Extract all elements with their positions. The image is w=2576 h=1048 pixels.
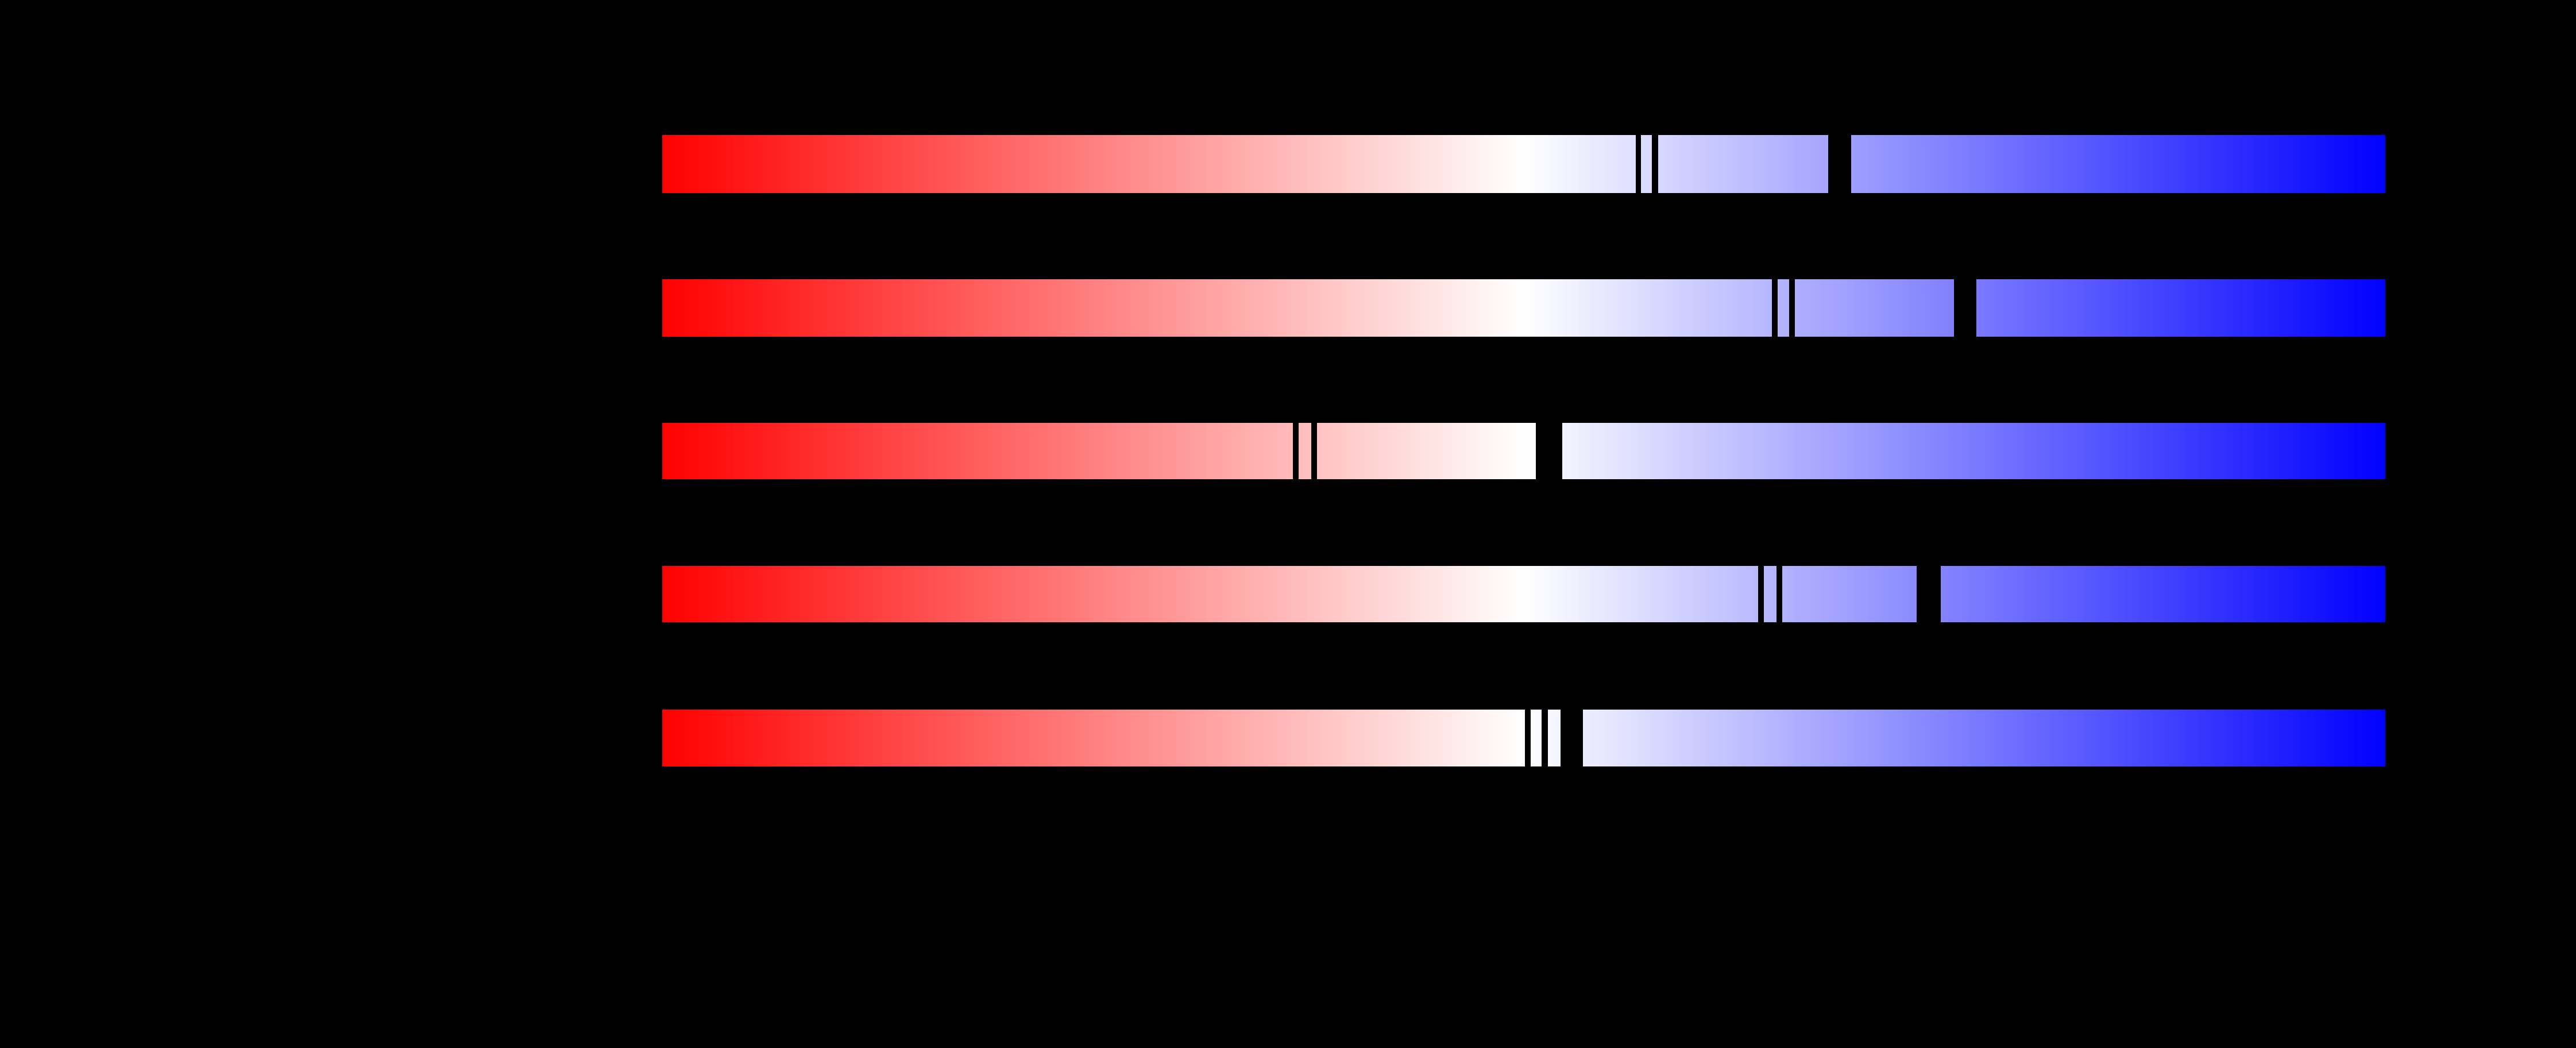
tick-line-marker (1652, 135, 1658, 193)
interval-gap-marker (1536, 423, 1562, 479)
gradient-bar-row-4 (662, 566, 2385, 622)
tick-line-marker (1542, 710, 1548, 766)
gradient-bar-row-1 (662, 135, 2385, 193)
tick-line-marker (1293, 423, 1299, 479)
tick-line-marker (1636, 135, 1641, 193)
interval-gap-marker (1917, 566, 1941, 622)
gradient-bar-row-2 (662, 279, 2385, 337)
tick-line-marker (1525, 710, 1531, 766)
interval-gap-marker (1954, 279, 1976, 337)
gradient-bar-row-5 (662, 710, 2385, 766)
tick-line-marker (1311, 423, 1317, 479)
interval-gap-marker (1561, 710, 1583, 766)
interval-gap-marker (1828, 135, 1851, 193)
gradient-bar-row-3 (662, 423, 2385, 479)
tick-line-marker (1776, 566, 1782, 622)
tick-line-marker (1758, 566, 1764, 622)
tick-line-marker (1789, 279, 1795, 337)
tick-line-marker (1772, 279, 1778, 337)
